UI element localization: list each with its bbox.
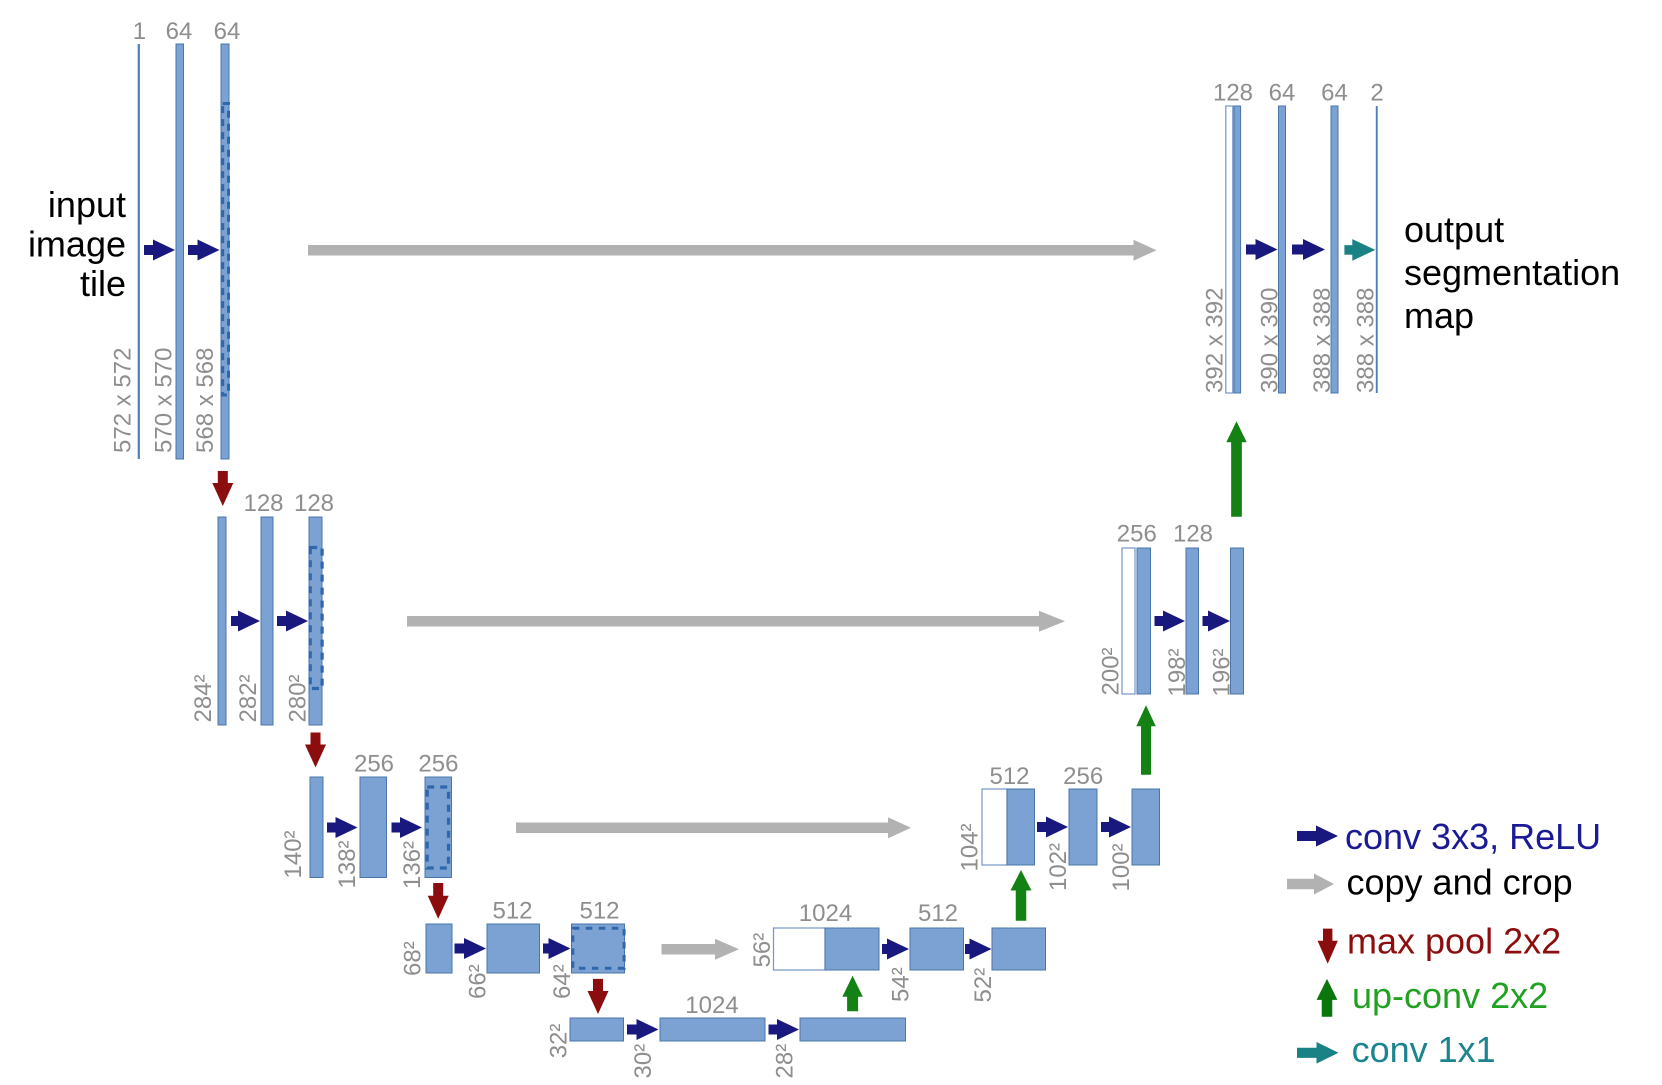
svg-text:1: 1 <box>133 18 146 45</box>
svg-text:30²: 30² <box>630 1044 657 1079</box>
svg-text:256: 256 <box>418 751 458 778</box>
svg-text:256: 256 <box>354 751 394 778</box>
svg-text:conv 1x1: conv 1x1 <box>1352 1029 1496 1070</box>
svg-text:196²: 196² <box>1209 648 1236 696</box>
svg-text:copy and crop: copy and crop <box>1347 862 1573 903</box>
svg-text:128: 128 <box>294 490 334 517</box>
svg-text:input: input <box>48 184 126 225</box>
svg-text:102²: 102² <box>1045 843 1072 891</box>
svg-text:284²: 284² <box>190 674 217 722</box>
svg-text:52²: 52² <box>970 968 997 1003</box>
svg-text:64: 64 <box>1269 80 1296 107</box>
svg-text:128: 128 <box>243 490 283 517</box>
svg-text:200²: 200² <box>1098 647 1125 695</box>
svg-text:100²: 100² <box>1108 843 1135 891</box>
svg-text:568 x 568: 568 x 568 <box>192 348 219 453</box>
svg-text:570 x 570: 570 x 570 <box>150 348 177 453</box>
svg-text:256: 256 <box>1117 521 1157 548</box>
svg-text:282²: 282² <box>235 674 262 722</box>
svg-text:image: image <box>28 224 126 265</box>
svg-text:390 x 390: 390 x 390 <box>1257 288 1284 393</box>
svg-text:output: output <box>1404 209 1504 250</box>
svg-text:256: 256 <box>1063 763 1103 790</box>
svg-text:512: 512 <box>579 898 619 925</box>
svg-text:572 x 572: 572 x 572 <box>110 348 137 453</box>
svg-text:segmentation: segmentation <box>1404 252 1620 293</box>
svg-text:68²: 68² <box>400 941 427 976</box>
svg-text:54²: 54² <box>888 967 915 1002</box>
svg-text:56²: 56² <box>749 933 776 968</box>
svg-text:map: map <box>1404 295 1474 336</box>
svg-text:388 x 388: 388 x 388 <box>1353 288 1380 393</box>
svg-text:128: 128 <box>1213 80 1253 107</box>
svg-text:512: 512 <box>989 763 1029 790</box>
svg-text:280²: 280² <box>285 674 312 722</box>
svg-text:104²: 104² <box>957 823 984 871</box>
svg-text:64: 64 <box>1321 80 1348 107</box>
svg-text:140²: 140² <box>280 830 307 878</box>
svg-text:28²: 28² <box>772 1044 799 1079</box>
svg-text:tile: tile <box>80 263 126 304</box>
svg-text:128: 128 <box>1173 521 1213 548</box>
svg-text:2: 2 <box>1370 80 1383 107</box>
svg-text:136²: 136² <box>399 841 426 889</box>
svg-text:32²: 32² <box>546 1024 573 1059</box>
svg-text:66²: 66² <box>465 964 492 999</box>
svg-text:388 x 388: 388 x 388 <box>1309 288 1336 393</box>
svg-text:392 x 392: 392 x 392 <box>1202 288 1229 393</box>
svg-text:64²: 64² <box>549 964 576 999</box>
svg-text:512: 512 <box>918 900 958 927</box>
svg-text:512: 512 <box>492 898 532 925</box>
svg-text:198²: 198² <box>1164 648 1191 696</box>
svg-text:64: 64 <box>214 18 241 45</box>
svg-text:up-conv 2x2: up-conv 2x2 <box>1352 975 1548 1016</box>
svg-text:64: 64 <box>166 18 193 45</box>
svg-text:max pool 2x2: max pool 2x2 <box>1347 921 1561 962</box>
svg-text:1024: 1024 <box>799 900 852 927</box>
svg-text:1024: 1024 <box>685 992 738 1019</box>
svg-text:138²: 138² <box>334 840 361 888</box>
svg-text:conv 3x3, ReLU: conv 3x3, ReLU <box>1345 816 1601 857</box>
